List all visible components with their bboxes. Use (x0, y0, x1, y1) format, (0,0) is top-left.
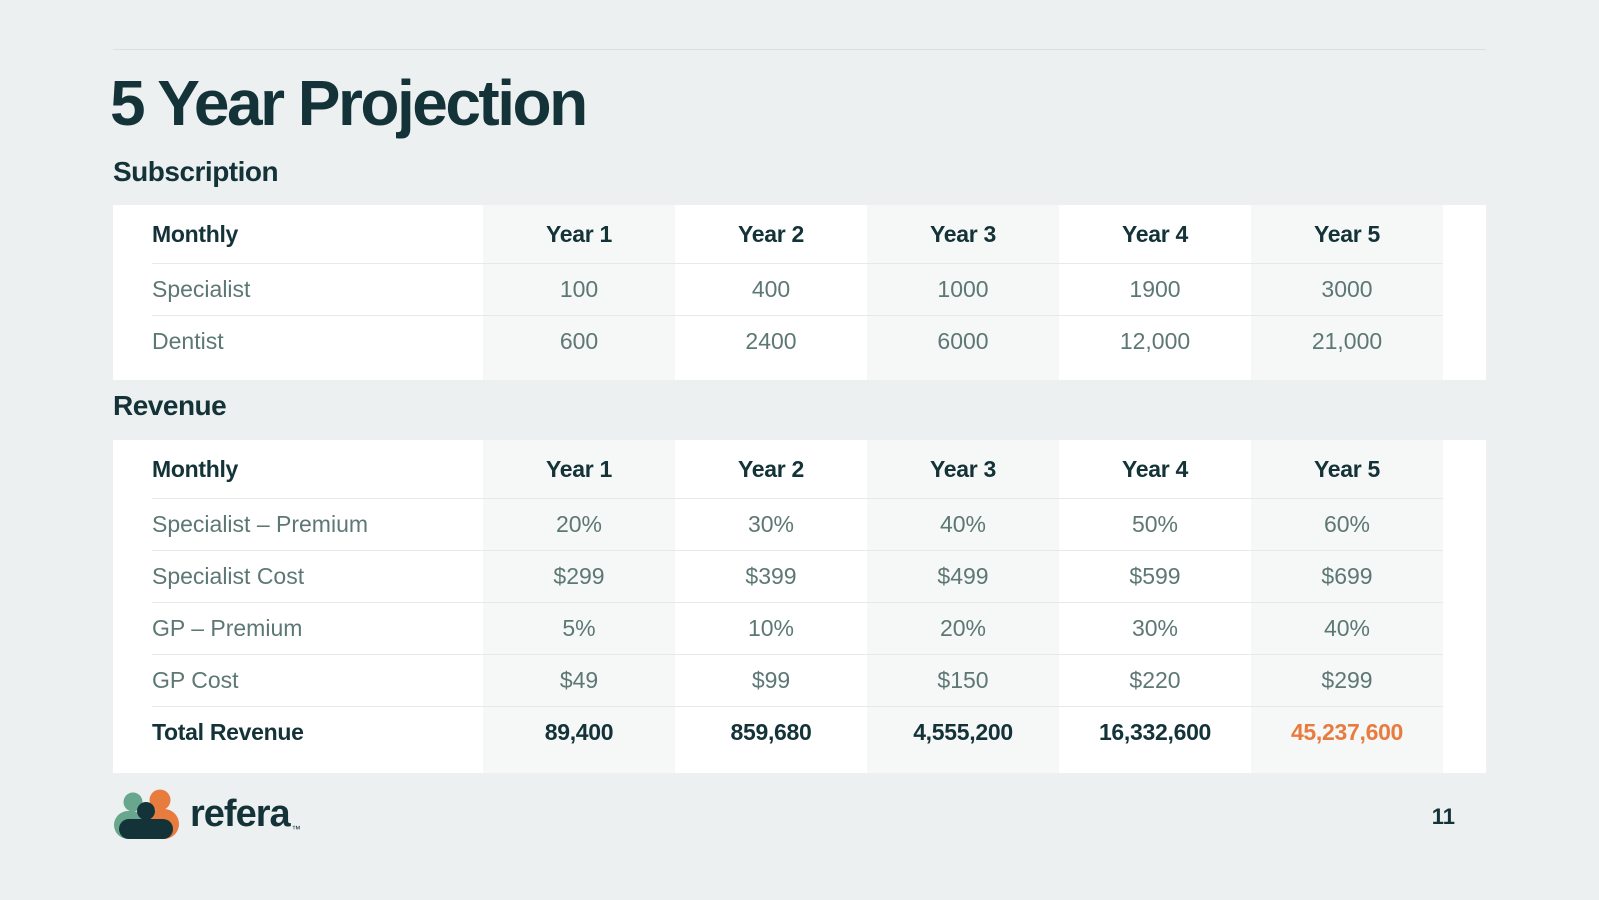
table-row: Specialist Cost $299 $399 $499 $599 $699 (113, 550, 1486, 602)
column-header: Monthly (152, 220, 239, 247)
revenue-heading: Revenue (113, 390, 227, 421)
table-cell: 1000 (867, 263, 1059, 315)
table-row: Specialist 100 400 1000 1900 3000 (113, 263, 1486, 315)
column-header: Monthly (152, 455, 239, 482)
table-cell: 50% (1131, 510, 1179, 537)
table-cell: 16,332,600 (1098, 718, 1212, 745)
table-cell: 600 (483, 315, 675, 367)
table-cell: 2400 (745, 327, 797, 354)
column-header: Year 5 (1251, 440, 1443, 498)
table-cell: 40% (1251, 602, 1443, 654)
row-label: Dentist (152, 327, 224, 354)
table-cell: $49 (483, 654, 675, 706)
table-cell: 400 (751, 275, 791, 302)
table-cell: 30% (1131, 614, 1179, 641)
row-divider (152, 498, 1443, 499)
row-divider (152, 315, 1443, 316)
spacer-cell (1443, 315, 1486, 367)
row-label: Specialist (152, 275, 251, 302)
spacer-cell (1443, 205, 1486, 263)
table-row: GP Cost $49 $99 $150 $220 $299 (113, 654, 1486, 706)
table-cell: $599 (1129, 562, 1181, 589)
row-label: GP Cost (152, 666, 239, 693)
table-cell: 1900 (1129, 275, 1181, 302)
spacer-cell (1443, 550, 1486, 602)
table-cell: 3000 (1251, 263, 1443, 315)
revenue-table: Monthly Year 1 Year 2 Year 3 Year 4 Year… (113, 440, 1486, 773)
logo-wordmark: refera (190, 793, 291, 835)
row-label: GP – Premium (152, 614, 303, 641)
spacer-cell (1443, 654, 1486, 706)
page-title: 5 Year Projection (110, 67, 588, 139)
top-divider (113, 49, 1486, 50)
column-header: Year 4 (1122, 455, 1188, 482)
revenue-header-row: Monthly Year 1 Year 2 Year 3 Year 4 Year… (113, 440, 1486, 498)
spacer-cell (1443, 706, 1486, 758)
row-divider (152, 654, 1443, 655)
table-row: Specialist – Premium 20% 30% 40% 50% 60% (113, 498, 1486, 550)
row-divider (152, 602, 1443, 603)
table-cell: 40% (867, 498, 1059, 550)
row-divider (152, 550, 1443, 551)
table-cell: 60% (1251, 498, 1443, 550)
column-header: Year 4 (1122, 220, 1188, 247)
table-cell: $399 (745, 562, 797, 589)
table-cell: 21,000 (1251, 315, 1443, 367)
subscription-header-row: Monthly Year 1 Year 2 Year 3 Year 4 Year… (113, 205, 1486, 263)
subscription-heading: Subscription (113, 156, 279, 187)
row-label: Specialist Cost (152, 562, 305, 589)
row-label: Specialist – Premium (152, 510, 369, 537)
table-cell: $299 (483, 550, 675, 602)
logo-people-icon (114, 789, 179, 839)
spacer-cell (1443, 263, 1486, 315)
table-cell-highlight: 45,237,600 (1251, 706, 1443, 758)
table-cell: 20% (867, 602, 1059, 654)
table-bottom-padding (113, 367, 1486, 380)
column-header: Year 2 (738, 455, 804, 482)
column-header: Year 1 (483, 440, 675, 498)
table-cell: $150 (867, 654, 1059, 706)
spacer-cell (1443, 440, 1486, 498)
column-header: Year 5 (1251, 205, 1443, 263)
table-cell: $499 (867, 550, 1059, 602)
row-divider (152, 263, 1443, 264)
column-header: Year 3 (867, 440, 1059, 498)
refera-logo: refera ™ (111, 789, 301, 839)
spacer-cell (1443, 602, 1486, 654)
row-divider (152, 706, 1443, 707)
table-cell: 89,400 (483, 706, 675, 758)
table-row: GP – Premium 5% 10% 20% 30% 40% (113, 602, 1486, 654)
subscription-table: Monthly Year 1 Year 2 Year 3 Year 4 Year… (113, 205, 1486, 380)
trademark-symbol: ™ (291, 824, 301, 834)
table-row: Dentist 600 2400 6000 12,000 21,000 (113, 315, 1486, 367)
table-cell: 4,555,200 (867, 706, 1059, 758)
table-cell: 20% (483, 498, 675, 550)
page-number: 11 (1431, 804, 1455, 829)
table-cell: 5% (483, 602, 675, 654)
table-cell: 859,680 (730, 718, 812, 745)
table-cell: $699 (1251, 550, 1443, 602)
table-cell: 12,000 (1119, 327, 1191, 354)
column-header: Year 3 (867, 205, 1059, 263)
row-label: Total Revenue (152, 718, 304, 745)
column-header: Year 1 (483, 205, 675, 263)
table-cell: 6000 (867, 315, 1059, 367)
total-revenue-row: Total Revenue 89,400 859,680 4,555,200 1… (113, 706, 1486, 758)
spacer-cell (1443, 498, 1486, 550)
table-bottom-padding (113, 758, 1486, 773)
table-cell: 100 (483, 263, 675, 315)
column-header: Year 2 (738, 220, 804, 247)
table-cell: 10% (747, 614, 795, 641)
table-cell: 30% (747, 510, 795, 537)
table-cell: $99 (751, 666, 791, 693)
table-cell: $299 (1251, 654, 1443, 706)
table-cell: $220 (1129, 666, 1181, 693)
